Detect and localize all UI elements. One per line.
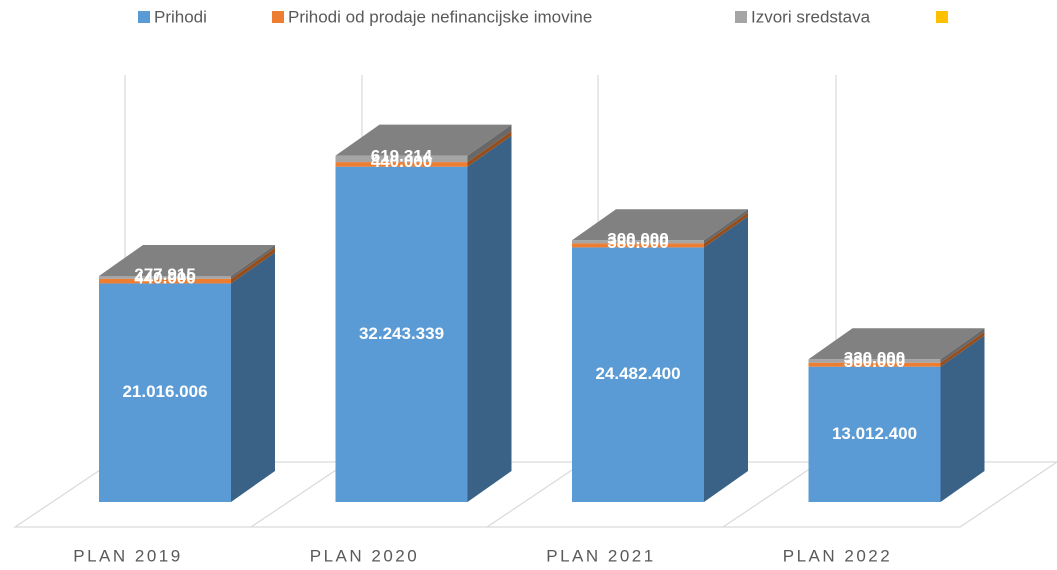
bar-segment [335,166,468,502]
data-label: 300.000 [607,229,668,248]
data-label: 32.243.339 [359,324,444,343]
legend-swatch [272,11,284,23]
bar-segment [572,240,704,244]
bar-segment [808,362,941,367]
bar-top [335,124,512,156]
data-label: 440.000 [134,269,195,288]
bar-side [467,124,512,163]
data-label: 380.000 [844,352,905,371]
bar-top [572,209,748,241]
bar-segment [572,243,704,248]
bar-side [231,247,275,284]
data-label: 440.000 [371,152,432,171]
bar-side [940,328,985,363]
bar-side [467,135,512,502]
legend-label: Izvori sredstava [751,7,871,26]
bar-side [467,131,512,167]
bar-segment [808,366,941,502]
bar-segment [99,275,231,279]
bar-segment [572,247,704,502]
bar-segment [808,359,941,363]
data-label: 13.012.400 [832,424,917,443]
bar-segment [99,283,231,502]
bar-side [231,252,275,502]
data-label: 619.314 [371,146,433,165]
data-label: 21.016.006 [122,382,207,401]
data-label: 380.000 [607,233,668,252]
floor [13,75,1057,528]
bar-side [704,212,748,248]
bar-side [940,331,985,367]
legend-label: Prihodi od prodaje nefinancijske imovine [288,7,592,26]
bar-segment [335,162,468,167]
data-label: 24.482.400 [595,364,680,383]
legend-swatch [138,11,150,23]
bar-top [99,244,275,276]
bar-segment [335,155,468,163]
x-tick-label: PLAN 2019 [73,546,182,565]
bar-side [704,216,748,502]
x-tick-label: PLAN 2020 [310,546,419,565]
legend-label: Prihodi [154,7,207,26]
bar-segment [99,278,231,284]
legend-swatch [936,11,948,23]
bar-side [704,209,748,244]
x-tick-label: PLAN 2021 [546,546,655,565]
bar-top [808,328,985,360]
bar-side [940,335,985,502]
x-tick-label: PLAN 2022 [783,546,892,565]
data-label: 330.000 [844,348,905,367]
bar-side [231,244,275,279]
legend-swatch [735,11,747,23]
data-label: 277.915 [134,265,195,284]
